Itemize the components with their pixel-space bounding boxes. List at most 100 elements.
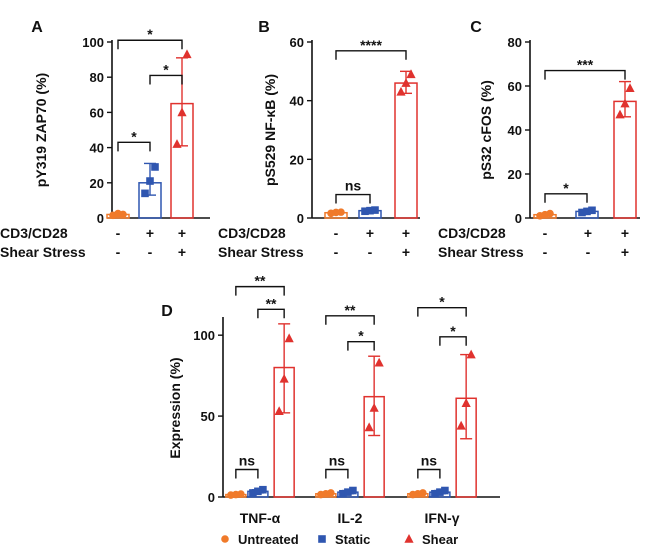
data-point (151, 163, 159, 171)
data-point (456, 420, 466, 430)
condition-value: + (178, 244, 186, 260)
data-point (119, 210, 127, 219)
condition-value: + (366, 225, 374, 241)
data-point (588, 206, 596, 215)
condition-value: + (402, 225, 410, 241)
condition-row-label: Shear Stress (0, 244, 86, 260)
data-point (578, 208, 586, 217)
data-point (182, 49, 192, 59)
y-tick-label: 80 (508, 35, 522, 50)
data-point (177, 107, 187, 117)
significance-label: * (163, 61, 169, 77)
y-tick-label: 40 (508, 123, 522, 138)
significance-label: *** (577, 57, 594, 73)
y-axis-label: pS529 NF-κB (%) (262, 74, 278, 186)
condition-value: + (178, 225, 186, 241)
legend-label-untreated: Untreated (238, 532, 299, 546)
y-tick-label: 100 (193, 328, 215, 343)
condition-value: - (116, 244, 121, 260)
condition-value: - (368, 244, 373, 260)
panel-a: 0 20 40 60 80 100 pY319 ZAP70 (%) A * * * CD3/CD28 -… (0, 19, 210, 260)
significance-label: * (131, 128, 137, 144)
significance-bracket (335, 50, 407, 60)
y-tick-label: 60 (290, 35, 304, 50)
bar (613, 100, 637, 219)
significance-label: ns (345, 178, 362, 194)
condition-value: - (116, 225, 121, 241)
data-point (237, 490, 245, 498)
legend-marker-shear (404, 534, 414, 543)
data-point (625, 83, 635, 92)
significance-label: ** (345, 302, 356, 318)
data-point (337, 208, 345, 216)
y-tick-label: 100 (82, 35, 104, 50)
panel-label: A (31, 19, 43, 36)
data-point (401, 78, 411, 87)
data-point (259, 485, 267, 494)
data-point (583, 207, 591, 216)
data-point (546, 209, 554, 218)
data-point (172, 139, 182, 148)
significance-label: * (358, 328, 364, 344)
y-tick-label: 0 (515, 211, 522, 226)
legend: Untreated Static Shear (221, 532, 458, 546)
y-tick-label: 60 (90, 105, 104, 120)
y-tick-label: 20 (290, 152, 304, 167)
significance-bracket (544, 193, 588, 203)
data-point (371, 206, 379, 214)
significance-label: * (450, 323, 456, 339)
significance-label: ** (255, 273, 266, 289)
data-point (249, 489, 257, 497)
data-point (364, 422, 374, 432)
condition-value: - (586, 244, 591, 260)
data-point (466, 349, 476, 359)
panel-label: D (161, 303, 173, 320)
condition-row-label: Shear Stress (218, 244, 304, 260)
y-tick-label: 0 (97, 211, 104, 226)
condition-row-label: Shear Stress (438, 244, 524, 260)
condition-value: + (584, 225, 592, 241)
data-point (441, 486, 449, 495)
significance-bracket (117, 141, 151, 152)
y-axis-label: pY319 ZAP70 (%) (33, 73, 49, 187)
significance-bracket (417, 468, 441, 479)
significance-bracket (335, 193, 371, 204)
y-tick-label: 20 (90, 176, 104, 191)
data-point (279, 373, 289, 383)
condition-value: + (402, 244, 410, 260)
condition-value: - (334, 225, 339, 241)
significance-label: ** (266, 295, 277, 311)
significance-label: ns (421, 452, 438, 468)
significance-label: ns (239, 452, 256, 468)
data-point (374, 357, 384, 367)
significance-bracket (325, 315, 375, 325)
condition-row-label: CD3/CD28 (0, 225, 68, 241)
legend-label-shear: Shear (422, 532, 458, 546)
data-point (327, 489, 335, 497)
data-point (141, 189, 149, 198)
y-tick-label: 40 (90, 141, 104, 156)
condition-value: + (621, 244, 629, 260)
significance-bracket (235, 468, 259, 479)
condition-value: - (334, 244, 339, 260)
condition-row-label: CD3/CD28 (218, 225, 286, 241)
significance-bracket (417, 306, 467, 317)
y-tick-label: 0 (297, 211, 304, 226)
significance-bracket (235, 285, 285, 296)
data-point (284, 333, 294, 343)
data-point (369, 403, 379, 412)
bar (394, 82, 418, 219)
condition-value: - (148, 244, 153, 260)
panel-label: C (470, 19, 482, 36)
y-tick-label: 50 (201, 409, 215, 424)
data-point (344, 488, 352, 496)
panel-label: B (258, 19, 270, 36)
significance-bracket (149, 74, 183, 85)
category-label: IL-2 (338, 510, 363, 526)
significance-bracket (439, 336, 467, 346)
data-point (436, 488, 444, 496)
category-label: IFN-γ (425, 510, 460, 526)
